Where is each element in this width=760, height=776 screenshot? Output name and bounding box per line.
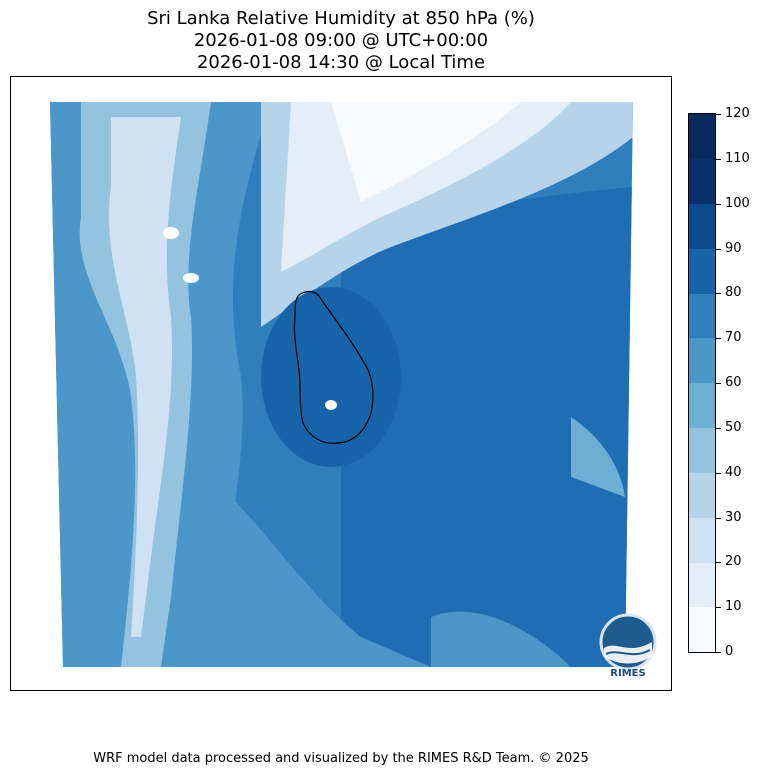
colorbar-tick-label: 110 bbox=[725, 151, 750, 166]
colorbar-tick-label: 90 bbox=[725, 241, 742, 256]
colorbar-tick bbox=[716, 652, 721, 653]
map-frame bbox=[10, 76, 672, 691]
colorbar-tick bbox=[716, 562, 721, 563]
colorbar-tick-label: 0 bbox=[725, 644, 734, 659]
humidity-map bbox=[50, 102, 633, 667]
colorbar-tick bbox=[716, 114, 721, 115]
colorbar-tick-label: 30 bbox=[725, 510, 742, 525]
footer-credit: WRF model data processed and visualized … bbox=[93, 751, 589, 766]
svg-text:RIMES: RIMES bbox=[610, 668, 645, 678]
colorbar-segment bbox=[689, 517, 715, 563]
colorbar-tick bbox=[716, 293, 721, 294]
colorbar-tick-label: 100 bbox=[725, 196, 750, 211]
colorbar-segment bbox=[689, 607, 715, 653]
humidity-field bbox=[50, 102, 633, 667]
sri-lanka-coastline bbox=[293, 290, 374, 444]
colorbar-tick bbox=[716, 204, 721, 205]
colorbar-segment bbox=[689, 338, 715, 384]
colorbar-tick bbox=[716, 428, 721, 429]
colorbar-tick bbox=[716, 159, 721, 160]
colorbar-tick-label: 20 bbox=[725, 554, 742, 569]
colorbar-segment bbox=[689, 114, 715, 159]
colorbar-tick-label: 70 bbox=[725, 330, 742, 345]
colorbar-tick-label: 50 bbox=[725, 420, 742, 435]
rimes-logo: RIMES bbox=[598, 612, 658, 679]
colorbar-segment bbox=[689, 293, 715, 339]
map-title-line-2: 2026-01-08 09:00 @ UTC+00:00 bbox=[193, 30, 489, 51]
colorbar-tick bbox=[716, 473, 721, 474]
colorbar-segment bbox=[689, 383, 715, 428]
colorbar-segment bbox=[689, 158, 715, 204]
colorbar-tick bbox=[716, 383, 721, 384]
colorbar-segment bbox=[689, 472, 715, 518]
colorbar-tick-label: 60 bbox=[725, 375, 742, 390]
colorbar-tick-label: 40 bbox=[725, 465, 742, 480]
colorbar-tick bbox=[716, 249, 721, 250]
map-title-line-1: Sri Lanka Relative Humidity at 850 hPa (… bbox=[147, 8, 535, 29]
colorbar-tick bbox=[716, 338, 721, 339]
map-title-line-3: 2026-01-08 14:30 @ Local Time bbox=[196, 52, 486, 73]
colorbar-tick-label: 80 bbox=[725, 285, 742, 300]
colorbar bbox=[688, 113, 716, 653]
colorbar-segment bbox=[689, 248, 715, 294]
colorbar-tick bbox=[716, 607, 721, 608]
colorbar-segment bbox=[689, 203, 715, 249]
colorbar-tick bbox=[716, 518, 721, 519]
colorbar-tick-label: 120 bbox=[725, 106, 750, 121]
colorbar-tick-label: 10 bbox=[725, 599, 742, 614]
colorbar-segment bbox=[689, 562, 715, 608]
colorbar-segment bbox=[689, 427, 715, 473]
